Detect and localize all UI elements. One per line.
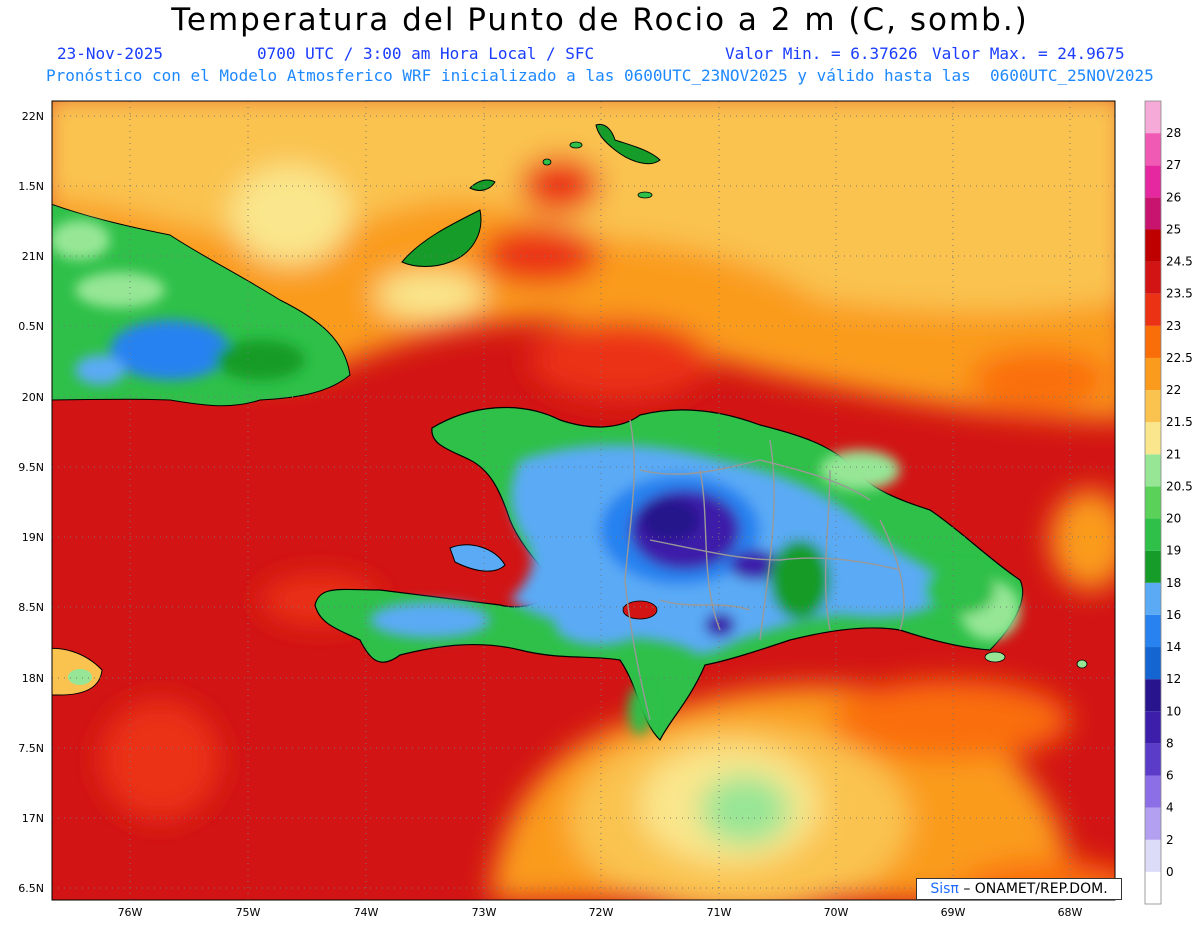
legend-label: 20.5 bbox=[1166, 479, 1193, 493]
legend-label: 19 bbox=[1166, 544, 1181, 558]
legend-label: 10 bbox=[1166, 704, 1181, 718]
legend-label: 4 bbox=[1166, 801, 1174, 815]
legend-swatch bbox=[1145, 518, 1161, 551]
legend-label: 21.5 bbox=[1166, 415, 1193, 429]
legend-label: 26 bbox=[1166, 190, 1181, 204]
legend-swatch bbox=[1145, 165, 1161, 198]
lat-label: 20N bbox=[22, 391, 44, 404]
legend-label: 28 bbox=[1166, 126, 1181, 140]
legend-swatch bbox=[1145, 614, 1161, 648]
legend-swatch bbox=[1145, 454, 1161, 487]
legend-label: 16 bbox=[1166, 608, 1181, 622]
lon-label: 68W bbox=[1058, 906, 1083, 919]
min-value: Valor Min. = 6.37626 bbox=[725, 44, 918, 63]
legend-swatch bbox=[1145, 293, 1161, 326]
legend-swatch bbox=[1145, 839, 1161, 872]
saona-island bbox=[984, 651, 1006, 663]
bahamas-islands bbox=[401, 123, 661, 267]
lat-label: 21N bbox=[22, 250, 44, 263]
legend-swatch bbox=[1145, 197, 1161, 230]
legend-label: 21 bbox=[1166, 447, 1181, 461]
cuba-land bbox=[52, 203, 351, 407]
legend-swatch bbox=[1145, 775, 1161, 808]
credit-org: – ONAMET/REP.DOM. bbox=[963, 881, 1108, 897]
gonave-island bbox=[449, 544, 506, 572]
lat-label: 0.5N bbox=[18, 320, 44, 333]
lat-label: 9.5N bbox=[18, 461, 44, 474]
latitude-axis: 22N 1.5N 21N 0.5N 20N 9.5N 19N 8.5N 18N … bbox=[18, 110, 44, 895]
legend-label: 27 bbox=[1166, 158, 1181, 172]
jamaica-land bbox=[52, 647, 103, 696]
longitude-axis: 76W 75W 74W 73W 72W 71W 70W 69W 68W bbox=[118, 906, 1083, 919]
legend-label: 14 bbox=[1166, 640, 1181, 654]
legend-label: 2 bbox=[1166, 833, 1174, 847]
legend-swatch bbox=[1145, 711, 1161, 744]
legend-swatch bbox=[1145, 325, 1161, 358]
lat-label: 6.5N bbox=[18, 882, 44, 895]
credit-box: Sisπ – ONAMET/REP.DOM. bbox=[916, 878, 1122, 900]
model-info: Pronóstico con el Modelo Atmosferico WRF… bbox=[46, 66, 1154, 85]
lon-label: 69W bbox=[941, 906, 966, 919]
legend-label: 24.5 bbox=[1166, 255, 1193, 269]
lon-label: 74W bbox=[354, 906, 379, 919]
legend-swatch bbox=[1145, 807, 1161, 840]
lon-label: 71W bbox=[707, 906, 732, 919]
legend-swatch bbox=[1145, 550, 1161, 583]
lake-enriquillo bbox=[622, 600, 658, 620]
legend-swatch bbox=[1145, 679, 1161, 712]
lon-label: 73W bbox=[472, 906, 497, 919]
forecast-time: 0700 UTC / 3:00 am Hora Local / SFC bbox=[257, 44, 595, 63]
color-legend: 0 2 4 6 8 10 12 14 16 18 19 20 20.5 21 21.5 22 22.5 23 23.… bbox=[1144, 100, 1193, 905]
legend-swatch bbox=[1145, 647, 1161, 680]
forecast-date: 23-Nov-2025 bbox=[57, 44, 163, 63]
lon-label: 70W bbox=[824, 906, 849, 919]
lon-label: 75W bbox=[236, 906, 261, 919]
legend-label: 22 bbox=[1166, 383, 1181, 397]
legend-label: 20 bbox=[1166, 512, 1181, 526]
lat-label: 22N bbox=[22, 110, 44, 123]
legend-swatch bbox=[1145, 582, 1161, 615]
sispi-logo: Sisπ bbox=[930, 881, 959, 897]
lat-label: 7.5N bbox=[18, 742, 44, 755]
lon-label: 76W bbox=[118, 906, 143, 919]
legend-label: 23 bbox=[1166, 319, 1181, 333]
lat-label: 18N bbox=[22, 672, 44, 685]
legend-swatch bbox=[1145, 422, 1161, 455]
legend-label: 23.5 bbox=[1166, 287, 1193, 301]
legend-swatch bbox=[1145, 486, 1161, 519]
province-borders bbox=[624, 419, 905, 721]
legend-swatch bbox=[1145, 871, 1161, 904]
lon-label: 72W bbox=[589, 906, 614, 919]
map-field bbox=[52, 101, 1115, 900]
lat-label: 8.5N bbox=[18, 601, 44, 614]
legend-frame bbox=[1144, 100, 1162, 905]
legend-swatch bbox=[1145, 229, 1161, 262]
legend-label: 0 bbox=[1166, 865, 1174, 879]
legend-label: 12 bbox=[1166, 672, 1181, 686]
legend-swatch bbox=[1145, 357, 1161, 391]
lat-label: 1.5N bbox=[18, 180, 44, 193]
lat-label: 17N bbox=[22, 812, 44, 825]
legend-swatch bbox=[1145, 743, 1161, 776]
legend-label: 25 bbox=[1166, 222, 1181, 236]
legend-label: 8 bbox=[1166, 736, 1174, 750]
max-value: Valor Max. = 24.9675 bbox=[932, 44, 1125, 63]
legend-label: 18 bbox=[1166, 576, 1181, 590]
map-frame bbox=[51, 100, 1116, 901]
legend-label: 6 bbox=[1166, 769, 1174, 783]
legend-label: 22.5 bbox=[1166, 351, 1193, 365]
legend-swatch bbox=[1145, 133, 1161, 166]
mona-island bbox=[1076, 659, 1088, 669]
lat-label: 19N bbox=[22, 531, 44, 544]
legend-swatch bbox=[1145, 261, 1161, 294]
legend-swatch bbox=[1145, 390, 1161, 423]
legend-swatch bbox=[1145, 101, 1161, 134]
map-title: Temperatura del Punto de Rocio a 2 m (C,… bbox=[171, 2, 1029, 38]
